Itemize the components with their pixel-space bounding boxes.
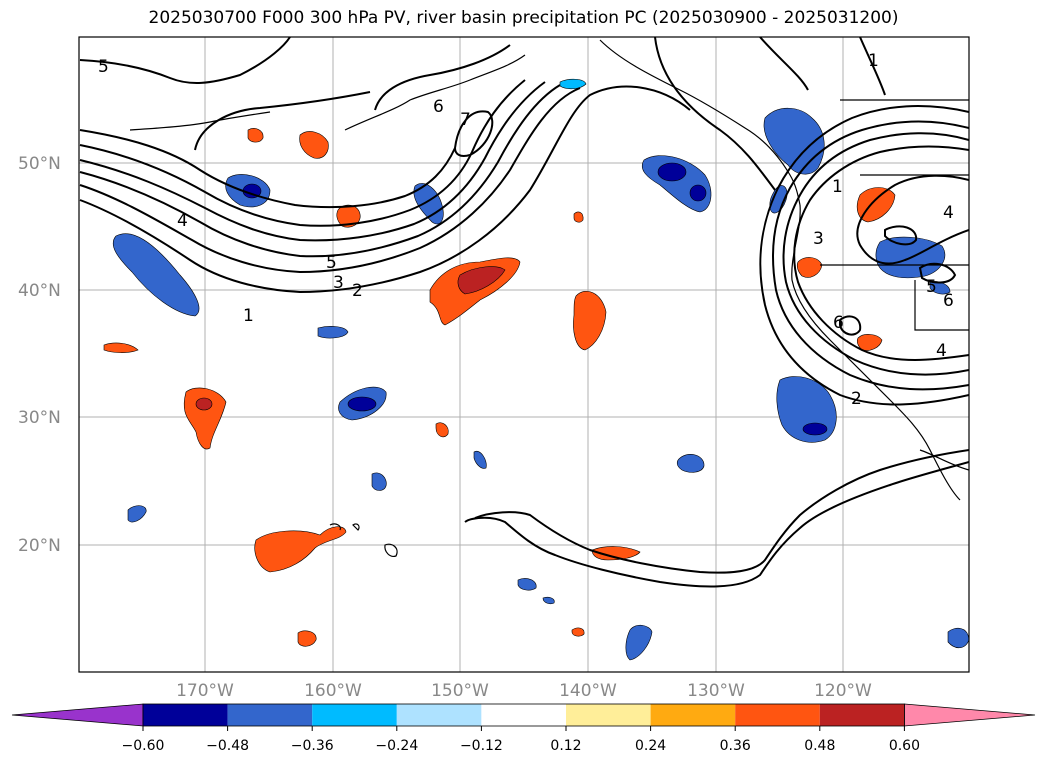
contour-label: 2: [851, 389, 862, 409]
contour-label: 5: [326, 253, 337, 273]
colorbar-swatch: [227, 704, 313, 726]
contour-label: 6: [833, 313, 844, 333]
map-frame: [78, 36, 970, 673]
colorbar: −0.60 −0.48 −0.36 −0.24 −0.12 0.12 0.24 …: [11, 703, 1036, 754]
colorbar-tick-label: 0.36: [720, 738, 751, 754]
contour-label: 7: [460, 110, 471, 130]
colorbar-swatch: [143, 704, 228, 726]
lon-label-170w: 170°W: [176, 681, 234, 701]
positive-precip-areas: [103, 128, 896, 647]
colorbar-swatch: [566, 704, 651, 726]
contour-label: 4: [936, 341, 947, 361]
lon-label-130w: 130°W: [687, 681, 745, 701]
lat-label-20n: 20°N: [18, 536, 61, 556]
colorbar-tick-label: −0.24: [375, 738, 418, 754]
contour-label: 2: [352, 281, 363, 301]
colorbar-tick-label: 0.48: [804, 738, 835, 754]
colorbar-tick-label: −0.48: [206, 738, 249, 754]
contour-label: 6: [943, 291, 954, 311]
colorbar-swatch: [735, 704, 820, 726]
contour-label: 5: [98, 57, 109, 77]
contour-label: 1: [868, 51, 879, 71]
lat-label-40n: 40°N: [18, 281, 61, 301]
contour-label: 1: [243, 306, 254, 326]
colorbar-tick-label: 0.60: [889, 738, 920, 754]
contour-label: 6: [433, 97, 444, 117]
colorbar-tick-label: 0.24: [635, 738, 666, 754]
colorbar-swatch: [650, 704, 736, 726]
lon-label-160w: 160°W: [304, 681, 362, 701]
colorbar-tick-label: −0.60: [122, 738, 165, 754]
lon-label-120w: 120°W: [814, 681, 872, 701]
contour-label: 4: [177, 211, 188, 231]
colorbar-swatch: [312, 704, 397, 726]
map-title: 2025030700 F000 300 hPa PV, river basin …: [148, 8, 899, 28]
contour-label: 1: [832, 177, 843, 197]
latitude-labels: 50°N 40°N 30°N 20°N: [18, 154, 61, 556]
contour-label: 5: [926, 277, 937, 297]
pv-contours: [79, 37, 969, 588]
colorbar-tick-label: −0.36: [291, 738, 334, 754]
colorbar-swatch: [396, 704, 482, 726]
colorbar-swatch: [11, 703, 144, 727]
contour-label: 3: [813, 229, 824, 249]
contour-label: 4: [943, 203, 954, 223]
colorbar-swatch: [819, 704, 905, 726]
colorbar-tick-label: −0.12: [460, 738, 503, 754]
colorbar-swatch: [481, 704, 566, 726]
map-area: [79, 37, 969, 672]
lat-label-50n: 50°N: [18, 154, 61, 174]
contour-labels: 5 6 7 4 5 3 2 1 1 3 4 5 6 6 4 2 1: [98, 51, 954, 409]
colorbar-swatch: [904, 703, 1036, 727]
lon-label-150w: 150°W: [431, 681, 489, 701]
lat-label-30n: 30°N: [18, 408, 61, 428]
contour-label: 3: [333, 273, 344, 293]
negative-precip-areas: [112, 78, 969, 661]
lon-label-140w: 140°W: [559, 681, 617, 701]
colorbar-tick-label: 0.12: [550, 738, 581, 754]
longitude-labels: 170°W 160°W 150°W 140°W 130°W 120°W: [176, 681, 872, 701]
